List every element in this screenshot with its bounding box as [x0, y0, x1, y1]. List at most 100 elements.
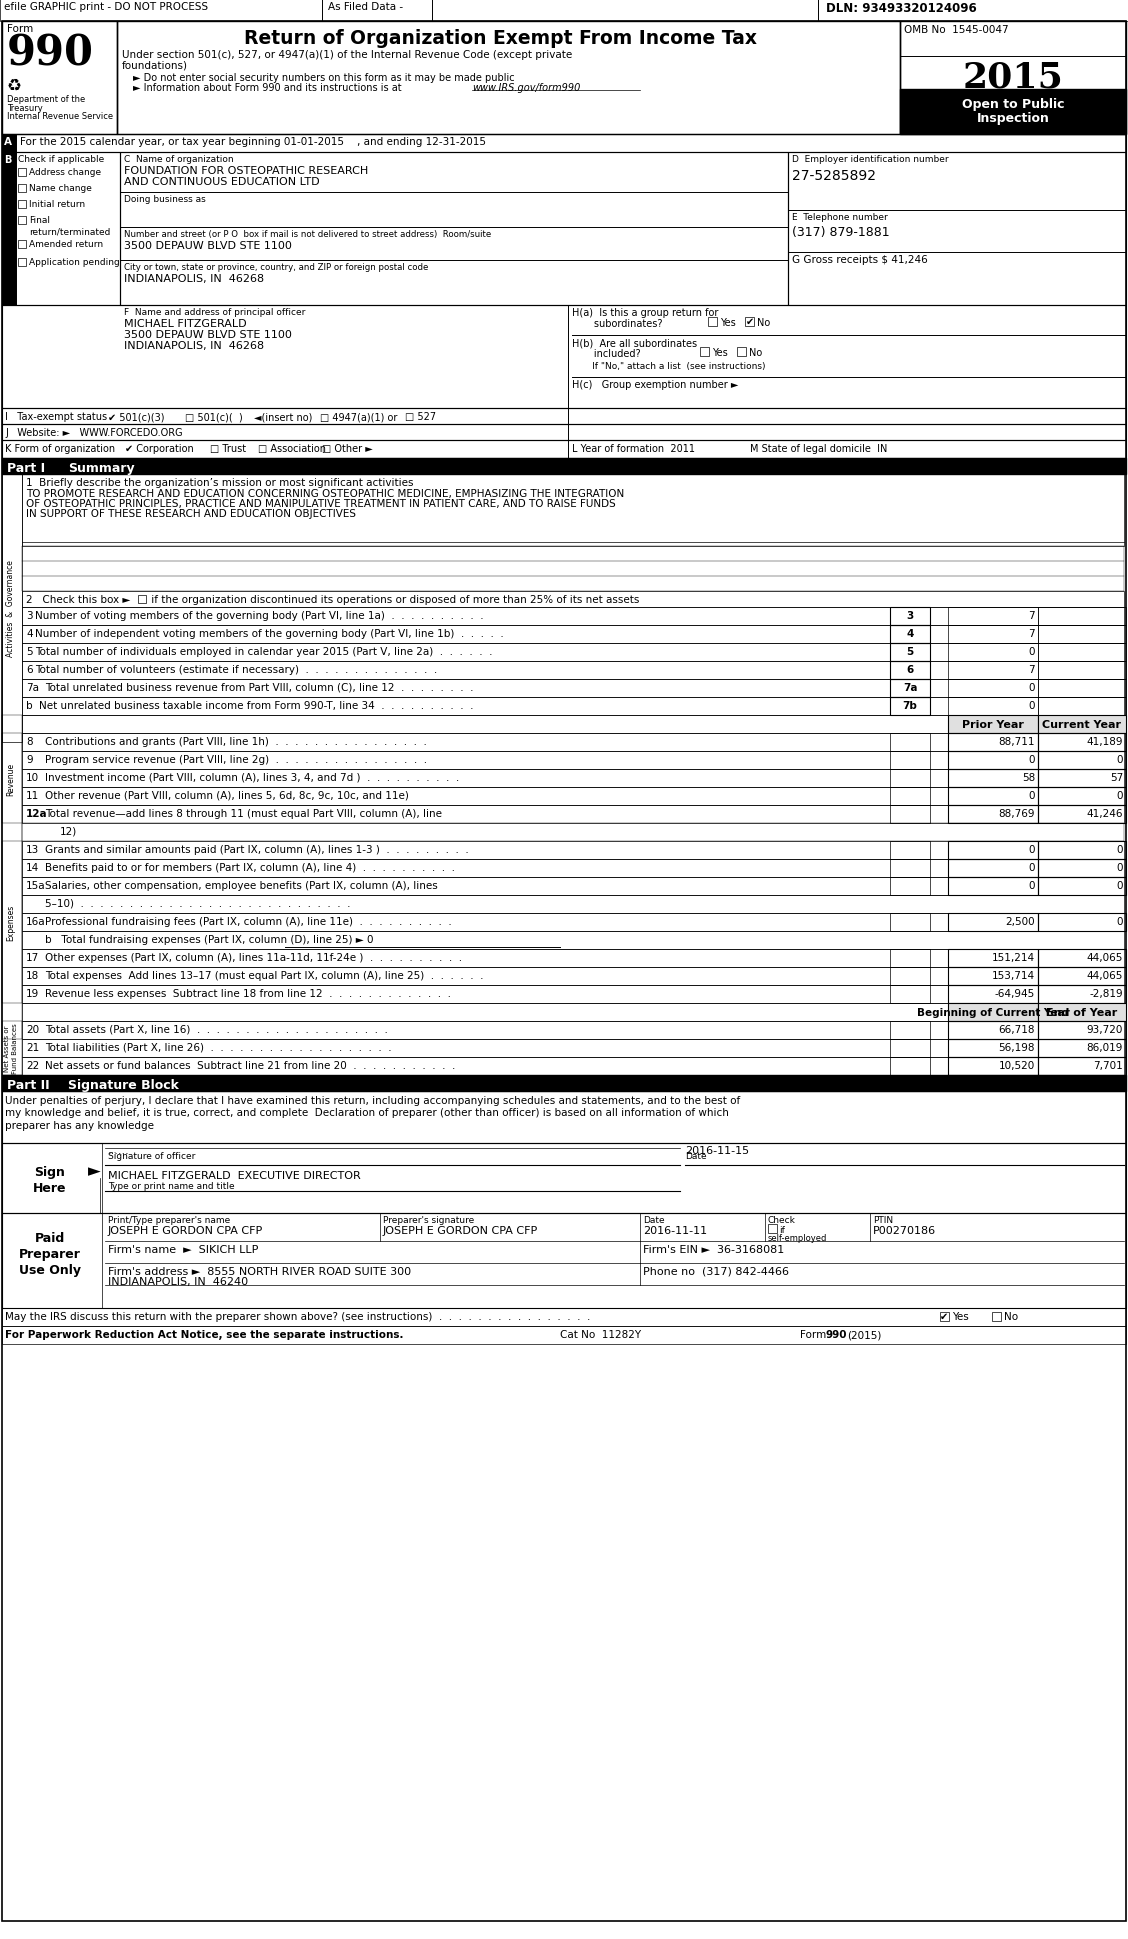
Bar: [890, 985, 929, 1004]
Text: Firm's EIN ►  36-3168081: Firm's EIN ► 36-3168081: [643, 1245, 784, 1255]
Bar: [948, 626, 1038, 644]
Text: 56,198: 56,198: [998, 1043, 1036, 1053]
Text: Number of independent voting members of the governing body (Part VI, line 1b)  .: Number of independent voting members of …: [35, 628, 504, 638]
Text: Form: Form: [7, 23, 33, 35]
Text: 151,214: 151,214: [992, 952, 1036, 962]
Text: ► Information about Form 990 and its instructions is at: ► Information about Form 990 and its ins…: [133, 83, 405, 93]
Text: 57: 57: [1110, 772, 1123, 783]
Text: Paid
Preparer
Use Only: Paid Preparer Use Only: [19, 1231, 81, 1276]
Text: 12a: 12a: [26, 809, 47, 818]
Text: Number and street (or P O  box if mail is not delivered to street address)  Room: Number and street (or P O box if mail is…: [124, 231, 492, 238]
Text: 7: 7: [1029, 611, 1036, 620]
Text: H(b)  Are all subordinates: H(b) Are all subordinates: [572, 337, 697, 347]
Bar: [2, 1326, 1126, 1344]
Bar: [948, 715, 1038, 733]
Text: FOUNDATION FOR OSTEOPATHIC RESEARCH: FOUNDATION FOR OSTEOPATHIC RESEARCH: [124, 167, 368, 176]
Bar: [890, 681, 929, 698]
Text: No: No: [749, 347, 763, 359]
Bar: [890, 878, 929, 896]
Text: H(a)  Is this a group return for: H(a) Is this a group return for: [572, 308, 719, 318]
Text: ►: ►: [88, 1161, 100, 1179]
Text: OMB No  1545-0047: OMB No 1545-0047: [904, 25, 1008, 35]
Text: 0: 0: [1117, 917, 1123, 927]
Bar: [23, 824, 1123, 842]
Text: Address change: Address change: [29, 169, 102, 176]
Bar: [1038, 985, 1126, 1004]
Text: 153,714: 153,714: [992, 971, 1036, 981]
Text: Contributions and grants (Part VIII, line 1h)  .  .  .  .  .  .  .  .  .  .  .  : Contributions and grants (Part VIII, lin…: [45, 737, 426, 747]
Text: ► Do not enter social security numbers on this form as it may be made public: ► Do not enter social security numbers o…: [133, 74, 514, 83]
Text: 5: 5: [907, 648, 914, 657]
Bar: [1038, 733, 1126, 752]
Bar: [1038, 950, 1126, 968]
Bar: [1038, 661, 1126, 681]
Bar: [940, 1313, 949, 1320]
Text: if the organization discontinued its operations or disposed of more than 25% of : if the organization discontinued its ope…: [148, 595, 640, 605]
Text: efile GRAPHIC print - DO NOT PROCESS: efile GRAPHIC print - DO NOT PROCESS: [5, 2, 209, 12]
Text: 0: 0: [1117, 845, 1123, 855]
Bar: [890, 913, 929, 931]
Text: 21: 21: [26, 1043, 39, 1053]
Text: Net unrelated business taxable income from Form 990-T, line 34  .  .  .  .  .  .: Net unrelated business taxable income fr…: [39, 700, 474, 710]
Text: Expenses: Expenses: [7, 904, 16, 940]
Bar: [2, 1309, 1126, 1326]
Bar: [23, 842, 1123, 859]
Bar: [23, 787, 1123, 805]
Text: Preparer's signature: Preparer's signature: [384, 1216, 474, 1224]
Text: □ Other ►: □ Other ►: [321, 444, 372, 454]
Text: 44,065: 44,065: [1086, 971, 1123, 981]
Bar: [23, 859, 1123, 878]
Text: Total number of volunteers (estimate if necessary)  .  .  .  .  .  .  .  .  .  .: Total number of volunteers (estimate if …: [35, 665, 438, 675]
Bar: [890, 805, 929, 824]
Text: b: b: [26, 700, 33, 710]
Bar: [890, 607, 929, 626]
Text: 990: 990: [7, 31, 94, 74]
Text: 22: 22: [26, 1061, 39, 1070]
Text: b   Total fundraising expenses (Part IX, column (D), line 25) ► 0: b Total fundraising expenses (Part IX, c…: [45, 935, 373, 944]
Text: 2016-11-15: 2016-11-15: [685, 1146, 749, 1156]
Bar: [23, 644, 1123, 661]
Bar: [2, 136, 16, 153]
Text: 44,065: 44,065: [1086, 952, 1123, 962]
Text: AND CONTINUOUS EDUCATION LTD: AND CONTINUOUS EDUCATION LTD: [124, 176, 319, 186]
Text: 6: 6: [26, 665, 33, 675]
Text: INDIANAPOLIS, IN  46240: INDIANAPOLIS, IN 46240: [108, 1276, 248, 1286]
Text: Salaries, other compensation, employee benefits (Part IX, column (A), lines: Salaries, other compensation, employee b…: [45, 880, 438, 890]
Text: 10,520: 10,520: [998, 1061, 1036, 1070]
Text: JOSEPH E GORDON CPA CFP: JOSEPH E GORDON CPA CFP: [384, 1225, 538, 1235]
Bar: [138, 595, 146, 603]
Bar: [890, 1022, 929, 1039]
Text: 86,019: 86,019: [1086, 1043, 1123, 1053]
Bar: [890, 859, 929, 878]
Text: Open to Public: Open to Public: [962, 99, 1064, 111]
Text: 0: 0: [1117, 754, 1123, 764]
Text: 7: 7: [1029, 665, 1036, 675]
Text: 0: 0: [1029, 791, 1036, 801]
Text: 2,500: 2,500: [1005, 917, 1036, 927]
Text: included?: included?: [572, 349, 641, 359]
Bar: [890, 661, 929, 681]
Bar: [948, 661, 1038, 681]
Text: 0: 0: [1117, 863, 1123, 873]
Bar: [948, 607, 1038, 626]
Bar: [890, 1057, 929, 1076]
Text: Yes: Yes: [952, 1311, 969, 1320]
Text: If "No," attach a list  (see instructions): If "No," attach a list (see instructions…: [572, 363, 766, 370]
Text: Number of voting members of the governing body (Part VI, line 1a)  .  .  .  .  .: Number of voting members of the governin…: [35, 611, 484, 620]
Bar: [788, 153, 1126, 306]
Text: 10: 10: [26, 772, 39, 783]
Text: Print/Type preparer's name: Print/Type preparer's name: [108, 1216, 230, 1224]
Text: E  Telephone number: E Telephone number: [792, 213, 888, 221]
Text: 4: 4: [906, 628, 914, 638]
Bar: [948, 644, 1038, 661]
Text: Total expenses  Add lines 13–17 (must equal Part IX, column (A), line 25)  .  . : Total expenses Add lines 13–17 (must equ…: [45, 971, 484, 981]
Bar: [2, 153, 120, 306]
Text: Beginning of Current Year: Beginning of Current Year: [917, 1008, 1069, 1018]
Text: Signature of officer: Signature of officer: [108, 1152, 195, 1160]
Bar: [948, 1057, 1038, 1076]
Bar: [2, 306, 1126, 409]
Text: May the IRS discuss this return with the preparer shown above? (see instructions: May the IRS discuss this return with the…: [5, 1311, 590, 1320]
Text: 3500 DEPAUW BLVD STE 1100: 3500 DEPAUW BLVD STE 1100: [124, 240, 292, 250]
Text: Final
return/terminated: Final return/terminated: [29, 215, 111, 237]
Text: 13: 13: [26, 845, 39, 855]
